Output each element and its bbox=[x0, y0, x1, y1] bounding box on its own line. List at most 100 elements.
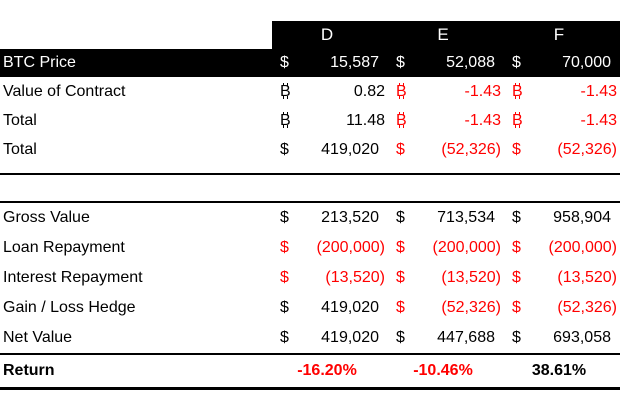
cell-total-btc-d[interactable]: B 11.48 bbox=[272, 106, 388, 135]
row-label: Total bbox=[3, 140, 37, 158]
row-label-cell[interactable]: Total bbox=[0, 112, 272, 130]
dollar-currency-symbol: $ bbox=[396, 299, 405, 316]
cell-value-of-contract-e[interactable]: B -1.43 bbox=[388, 77, 504, 106]
row-label-cell[interactable]: Loan Repayment bbox=[0, 239, 272, 257]
row-label-cell[interactable]: Value of Contract bbox=[0, 83, 272, 101]
cell-net-value-e[interactable]: $447,688 bbox=[388, 323, 504, 353]
cell-value: -16.20% bbox=[297, 362, 357, 379]
cell-total-usd-e[interactable]: $ (52,326) bbox=[388, 135, 504, 164]
cell-value: -1.43 bbox=[464, 111, 501, 129]
cell-value: (200,000) bbox=[432, 239, 502, 256]
cell-total-btc-f[interactable]: B -1.43 bbox=[504, 106, 620, 135]
row-label-cell[interactable]: BTC Price bbox=[0, 54, 272, 72]
cell-interest-repayment-d[interactable]: $ (13,520) bbox=[272, 263, 388, 293]
cell-gross-value-d[interactable]: $213,520 bbox=[272, 203, 388, 233]
dollar-currency-symbol: $ bbox=[512, 269, 521, 286]
btc-currency-symbol: B bbox=[280, 82, 291, 100]
cell-interest-repayment-f[interactable]: $ (13,520) bbox=[504, 263, 620, 293]
cell-loan-repayment-e[interactable]: $ (200,000) bbox=[388, 233, 504, 263]
table-row-total-usd: Total $419,020 $ (52,326) $ (52,326) bbox=[0, 135, 620, 164]
dollar-currency-symbol: $ bbox=[396, 239, 405, 256]
cell-value: (52,326) bbox=[441, 140, 501, 158]
dollar-currency-symbol: $ bbox=[280, 209, 289, 226]
column-header-row: D E F bbox=[0, 21, 620, 49]
cell-value: -10.46% bbox=[413, 362, 473, 379]
cell-return-d[interactable]: -16.20% bbox=[272, 355, 388, 387]
cell-btc-price-d[interactable]: $15,587 bbox=[272, 49, 388, 77]
cell-value: -1.43 bbox=[580, 82, 617, 100]
dollar-currency-symbol: $ bbox=[512, 239, 521, 256]
table-row-interest-repayment: Interest Repayment $ (13,520) $ (13,520) $… bbox=[0, 263, 620, 293]
cell-total-usd-f[interactable]: $ (52,326) bbox=[504, 135, 620, 164]
column-header-e[interactable]: E bbox=[388, 21, 504, 49]
cell-value: 958,904 bbox=[553, 209, 611, 226]
cell-net-value-d[interactable]: $419,020 bbox=[272, 323, 388, 353]
table-row-net-value: Net Value $419,020 $447,688 $693,058 bbox=[0, 323, 620, 353]
dollar-currency-symbol: $ bbox=[512, 299, 521, 316]
cell-value: (13,520) bbox=[557, 269, 617, 286]
column-header-f[interactable]: F bbox=[504, 21, 620, 49]
cell-value-of-contract-d[interactable]: B 0.82 bbox=[272, 77, 388, 106]
cell-total-btc-e[interactable]: B -1.43 bbox=[388, 106, 504, 135]
cell-value: -1.43 bbox=[580, 111, 617, 129]
dollar-currency-symbol: $ bbox=[280, 140, 289, 158]
row-label-cell[interactable]: Net Value bbox=[0, 329, 272, 347]
cell-gain-loss-hedge-e[interactable]: $ (52,326) bbox=[388, 293, 504, 323]
cell-interest-repayment-e[interactable]: $ (13,520) bbox=[388, 263, 504, 293]
spreadsheet-table: D E F BTC Price $15,587 $52,088 $70,000 … bbox=[0, 0, 620, 390]
cell-gain-loss-hedge-f[interactable]: $ (52,326) bbox=[504, 293, 620, 323]
dollar-currency-symbol: $ bbox=[512, 54, 521, 71]
row-label-cell[interactable]: Interest Repayment bbox=[0, 269, 272, 287]
top-whitespace bbox=[0, 0, 620, 21]
cell-value-of-contract-f[interactable]: B -1.43 bbox=[504, 77, 620, 106]
cell-value: 52,088 bbox=[446, 54, 495, 71]
cell-value: 70,000 bbox=[562, 54, 611, 71]
cell-gross-value-e[interactable]: $713,534 bbox=[388, 203, 504, 233]
column-header-d[interactable]: D bbox=[272, 21, 388, 49]
dollar-currency-symbol: $ bbox=[512, 209, 521, 226]
cell-gross-value-f[interactable]: $958,904 bbox=[504, 203, 620, 233]
cell-value: 419,020 bbox=[321, 299, 379, 316]
dollar-currency-symbol: $ bbox=[280, 54, 289, 71]
cell-value: (200,000) bbox=[548, 239, 618, 256]
cell-total-usd-d[interactable]: $419,020 bbox=[272, 135, 388, 164]
column-header-label: E bbox=[437, 25, 449, 44]
cell-return-f[interactable]: 38.61% bbox=[504, 355, 620, 387]
cell-value: (13,520) bbox=[325, 269, 385, 286]
separator-line bbox=[0, 173, 620, 175]
dollar-currency-symbol: $ bbox=[280, 269, 289, 286]
row-label-cell[interactable]: Gross Value bbox=[0, 209, 272, 227]
dollar-currency-symbol: $ bbox=[280, 299, 289, 316]
cell-btc-price-f[interactable]: $70,000 bbox=[504, 49, 620, 77]
cell-loan-repayment-f[interactable]: $ (200,000) bbox=[504, 233, 620, 263]
table-row-loan-repayment: Loan Repayment $ (200,000) $ (200,000) $ (2… bbox=[0, 233, 620, 263]
cell-value: (52,326) bbox=[557, 299, 617, 316]
cell-value: -1.43 bbox=[464, 82, 501, 100]
row-label-cell[interactable]: Return bbox=[0, 362, 272, 380]
cell-value: 447,688 bbox=[437, 329, 495, 346]
blank-row bbox=[0, 175, 620, 201]
dollar-currency-symbol: $ bbox=[512, 329, 521, 346]
cell-gain-loss-hedge-d[interactable]: $419,020 bbox=[272, 293, 388, 323]
dollar-currency-symbol: $ bbox=[396, 140, 405, 158]
row-label-cell[interactable]: Total bbox=[0, 141, 272, 159]
cell-btc-price-e[interactable]: $52,088 bbox=[388, 49, 504, 77]
dollar-currency-symbol: $ bbox=[396, 209, 405, 226]
cell-value: 693,058 bbox=[553, 329, 611, 346]
row-label: Interest Repayment bbox=[3, 269, 143, 286]
row-label: Gain / Loss Hedge bbox=[3, 299, 136, 316]
separator-line bbox=[0, 201, 620, 203]
cell-value: (52,326) bbox=[557, 140, 617, 158]
cell-value: 15,587 bbox=[330, 54, 379, 71]
cell-loan-repayment-d[interactable]: $ (200,000) bbox=[272, 233, 388, 263]
row-label-cell[interactable]: Gain / Loss Hedge bbox=[0, 299, 272, 317]
cell-return-e[interactable]: -10.46% bbox=[388, 355, 504, 387]
cell-net-value-f[interactable]: $693,058 bbox=[504, 323, 620, 353]
cell-value: (13,520) bbox=[441, 269, 501, 286]
row-label: Gross Value bbox=[3, 209, 90, 226]
table-row-gross-value: Gross Value $213,520 $713,534 $958,904 bbox=[0, 203, 620, 233]
table-row-btc-price: BTC Price $15,587 $52,088 $70,000 bbox=[0, 49, 620, 77]
dollar-currency-symbol: $ bbox=[396, 269, 405, 286]
table-row-total-btc: Total B 11.48 B -1.43 B -1.43 bbox=[0, 106, 620, 135]
row-label: Value of Contract bbox=[3, 82, 126, 100]
